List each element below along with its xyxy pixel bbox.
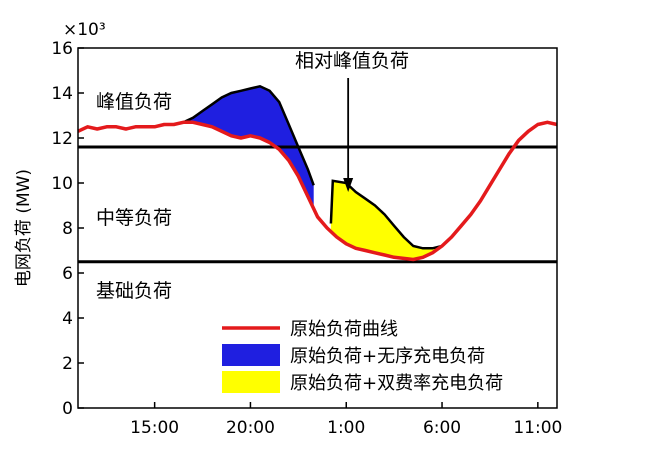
areas-layer: [182, 84, 443, 260]
y-tick-label: 6: [62, 264, 73, 284]
legend-label-0: 原始负荷曲线: [290, 319, 398, 340]
zone-label-2: 基础负荷: [96, 280, 172, 302]
x-tick-label: 11:00: [513, 418, 562, 438]
area-series-2: [330, 180, 442, 260]
y-tick-label: 8: [62, 219, 73, 239]
y-axis-label: 电网负荷 (MW): [14, 169, 34, 287]
legend-label-1: 原始负荷+无序充电负荷: [290, 346, 485, 367]
y-tick-label: 0: [62, 399, 73, 419]
x-tick-label: 6:00: [423, 418, 461, 438]
axes-layer: 0 2 4 6 8 10 12 14 16 15:00 20:00 1:00 6:00 11:00: [51, 39, 562, 438]
zone-label-0: 峰值负荷: [96, 91, 172, 113]
area-outline-1: [182, 84, 315, 186]
y-tick-label: 16: [51, 39, 73, 59]
y-tick-label: 10: [51, 174, 73, 194]
y-tick-label: 12: [51, 129, 73, 149]
y-tick-label: 4: [62, 309, 73, 329]
legend-swatch-2: [222, 371, 280, 393]
x-tick-label: 1:00: [327, 418, 365, 438]
lines-layer: [77, 120, 558, 262]
legend-swatch-1: [222, 344, 280, 366]
x-tick-label: 15:00: [130, 418, 179, 438]
area-series-1: [183, 86, 314, 209]
legend-label-2: 原始负荷+双费率充电负荷: [290, 373, 503, 394]
thresholds-layer: [78, 145, 557, 264]
annotation-label: 相对峰值负荷: [295, 50, 409, 72]
zone-label-1: 中等负荷: [96, 207, 172, 229]
annotation-arrow-head: [343, 178, 354, 192]
y-exponent: ×10³: [63, 20, 106, 40]
y-tick-label: 2: [62, 354, 73, 374]
original-load-line: [77, 120, 558, 262]
y-tick-label: 14: [51, 84, 73, 104]
x-tick-label: 20:00: [226, 418, 275, 438]
